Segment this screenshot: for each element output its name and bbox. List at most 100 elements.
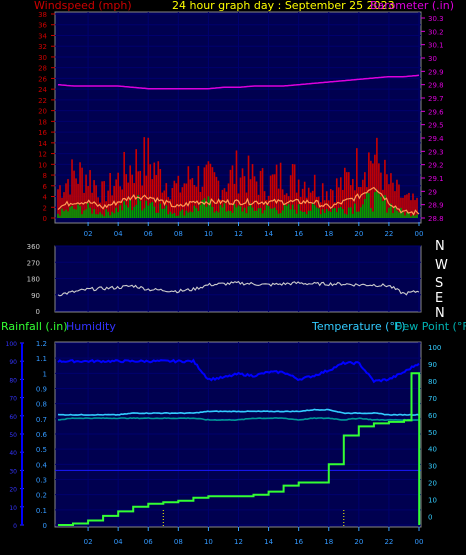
barometer-tick-label: 30.3 — [428, 15, 444, 23]
wind-x-tick-label: 04 — [114, 230, 123, 238]
wind-tick-label: 12 — [38, 151, 47, 159]
humidity-tick-label: 80 — [9, 377, 17, 384]
dewpoint-label: Dew Point (°F) — [394, 320, 466, 333]
temperature-tick-label: 30 — [428, 463, 437, 471]
wind-x-tick-label: 06 — [144, 230, 153, 238]
barometer-tick-label: 29.4 — [428, 135, 444, 143]
barometer-tick-label: 28.8 — [428, 215, 444, 223]
humidity-tick-label: 90 — [9, 359, 17, 366]
direction-tick-label: 90 — [31, 292, 40, 300]
temp-x-tick-label: 06 — [144, 538, 153, 546]
barometer-tick-label: 29 — [428, 188, 437, 196]
direction-label-s: S — [435, 276, 443, 291]
wind-x-tick-label: 00 — [415, 230, 424, 238]
temp-x-tick-label: 20 — [354, 538, 363, 546]
humidity-tick-label: 20 — [9, 487, 17, 494]
temperature-tick-label: 80 — [428, 378, 437, 386]
wind-x-tick-label: 20 — [354, 230, 363, 238]
dewpoint-line — [57, 417, 420, 422]
temperature-label: Temperature (°F) — [311, 320, 406, 333]
temperature-tick-label: 0 — [428, 514, 432, 522]
humidity-tick-label: 0 — [13, 523, 17, 530]
temp-x-tick-label: 10 — [204, 538, 213, 546]
wind-x-tick-label: 18 — [324, 230, 333, 238]
wind-x-tick-label: 12 — [234, 230, 243, 238]
wind-tick-label: 26 — [38, 75, 47, 83]
humidity-tick-label: 30 — [9, 468, 17, 475]
rainfall-tick-label: 0.2 — [36, 492, 47, 500]
humidity-tick-label: 40 — [9, 450, 17, 457]
direction-tick-label: 180 — [27, 276, 40, 284]
temperature-tick-label: 50 — [428, 429, 437, 437]
temperature-tick-label: 40 — [428, 446, 437, 454]
barometer-tick-label: 30.2 — [428, 28, 444, 36]
rainfall-tick-label: 1 — [43, 370, 47, 378]
humidity-tick-label: 50 — [9, 432, 17, 439]
humidity-tick-label: 60 — [9, 414, 17, 421]
rainfall-tick-label: 0.5 — [36, 446, 47, 454]
wind-tick-label: 36 — [38, 22, 47, 30]
rainfall-tick-label: 0.4 — [36, 461, 48, 469]
rainfall-line — [58, 372, 421, 526]
direction-label-e: E — [435, 291, 443, 306]
temp-x-tick-label: 04 — [114, 538, 123, 546]
humidity-tick-label: 100 — [6, 341, 18, 348]
humidity-line — [57, 358, 420, 384]
rainfall-tick-label: 0.3 — [36, 477, 47, 485]
barometer-tick-label: 30 — [428, 55, 437, 63]
direction-label-w: W — [435, 258, 448, 273]
direction-tick-label: 270 — [27, 259, 40, 267]
rainfall-tick-label: 0.9 — [36, 386, 47, 394]
rainfall-tick-label: 0.1 — [36, 507, 47, 515]
barometer-tick-label: 29.7 — [428, 95, 444, 103]
temp-x-tick-label: 16 — [294, 538, 303, 546]
barometer-tick-label: 29.8 — [428, 82, 444, 90]
temp-x-tick-label: 22 — [384, 538, 393, 546]
barometer-tick-label: 29.5 — [428, 122, 444, 130]
wind-tick-label: 32 — [38, 43, 47, 51]
temp-x-tick-label: 12 — [234, 538, 243, 546]
wind-tick-label: 16 — [38, 129, 47, 137]
temperature-line — [57, 408, 420, 416]
rainfall-tick-label: 0.6 — [36, 431, 48, 439]
wind-x-tick-label: 22 — [384, 230, 393, 238]
wind-tick-label: 34 — [38, 32, 47, 40]
wind-x-tick-label: 08 — [174, 230, 183, 238]
direction-label-n2: N — [435, 306, 445, 321]
wind-tick-label: 0 — [43, 215, 47, 223]
wind-tick-label: 18 — [38, 118, 47, 126]
temp-x-tick-label: 14 — [264, 538, 273, 546]
wind-x-tick-label: 14 — [264, 230, 273, 238]
temp-x-tick-label: 18 — [324, 538, 333, 546]
rainfall-tick-label: 1.2 — [36, 340, 47, 348]
temperature-tick-label: 70 — [428, 395, 437, 403]
wind-tick-label: 20 — [38, 108, 47, 116]
temp-x-tick-label: 00 — [415, 538, 424, 546]
barometer-tick-label: 29.6 — [428, 108, 444, 116]
humidity-tick-label: 10 — [9, 505, 17, 512]
temperature-tick-label: 90 — [428, 361, 437, 369]
temperature-tick-label: 20 — [428, 480, 437, 488]
barometer-tick-label: 29.3 — [428, 148, 444, 156]
humidity-tick-label: 70 — [9, 396, 17, 403]
barometer-line — [57, 74, 420, 90]
barometer-tick-label: 29.9 — [428, 68, 444, 76]
barometer-tick-label: 28.9 — [428, 202, 444, 210]
rainfall-tick-label: 0.7 — [36, 416, 47, 424]
rainfall-tick-label: 0.8 — [36, 401, 47, 409]
wind-x-tick-label: 16 — [294, 230, 303, 238]
rainfall-tick-label: 0 — [43, 522, 47, 530]
barometer-tick-label: 30.1 — [428, 42, 444, 50]
temperature-tick-label: 100 — [428, 344, 441, 352]
barometer-tick-label: 29.2 — [428, 162, 444, 170]
temp-x-tick-label: 02 — [84, 538, 93, 546]
temperature-tick-label: 60 — [428, 412, 437, 420]
wind-tick-label: 14 — [38, 140, 47, 148]
wind-tick-label: 38 — [38, 11, 47, 19]
direction-tick-label: 0 — [36, 308, 40, 316]
wind-tick-label: 8 — [43, 172, 47, 180]
chart-title: 24 hour graph day : September 25 2023 — [172, 0, 395, 12]
temperature-tick-label: 10 — [428, 497, 437, 505]
direction-tick-label: 360 — [27, 243, 40, 251]
wind-tick-label: 6 — [43, 183, 48, 191]
